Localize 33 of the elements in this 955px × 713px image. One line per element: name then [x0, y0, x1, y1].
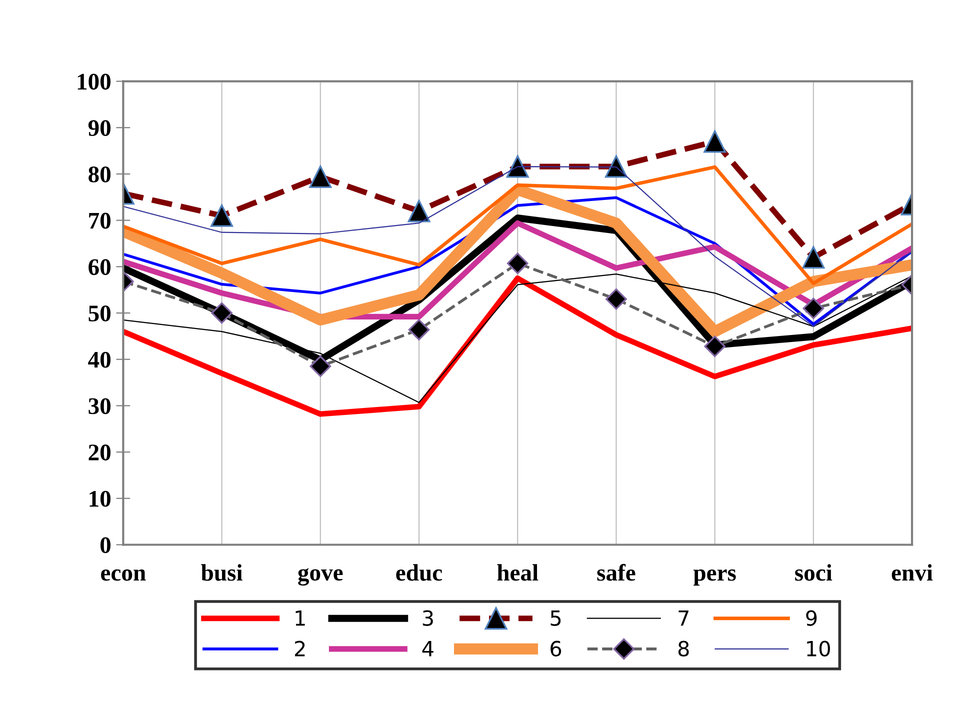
y-tick-label: 30 — [88, 398, 110, 414]
y-tick-label: 10 — [90, 490, 110, 507]
legend-label: 1 — [296, 610, 305, 626]
x-tick-label: econ — [101, 569, 146, 581]
legend-label: 2 — [294, 640, 305, 656]
legend-label: 5 — [550, 610, 561, 626]
x-tick-label: heal — [497, 564, 538, 581]
y-tick-label: 100 — [78, 74, 110, 90]
y-tick-label: 60 — [88, 259, 110, 276]
legend-label: 3 — [422, 610, 433, 626]
x-tick-label: busi — [201, 564, 242, 581]
point — [211, 302, 232, 324]
legend-label: 7 — [678, 610, 688, 626]
point — [704, 336, 726, 358]
x-tick-label: gove — [298, 568, 343, 586]
x-tick-label: pers — [693, 569, 736, 586]
x-tick-label: educ — [396, 564, 442, 581]
x-tick-label: envi — [892, 564, 933, 581]
legend-label: 6 — [550, 640, 562, 657]
y-tick-label: 70 — [89, 212, 110, 229]
y-tick-label: 50 — [88, 306, 110, 322]
y-tick-label: 20 — [88, 444, 110, 460]
legend-label: 8 — [678, 640, 689, 657]
y-tick-label: 90 — [88, 120, 110, 136]
y-tick-label: 80 — [88, 166, 110, 182]
legend-label: 9 — [806, 610, 817, 626]
y-tick-label: 40 — [88, 352, 110, 368]
legend-label: 10 — [807, 640, 830, 657]
x-tick-label: soci — [795, 564, 832, 581]
x-tick-label: safe — [597, 564, 636, 581]
y-tick-label: 0 — [100, 537, 110, 554]
line-series — [123, 165, 912, 286]
legend-label: 4 — [422, 641, 434, 656]
